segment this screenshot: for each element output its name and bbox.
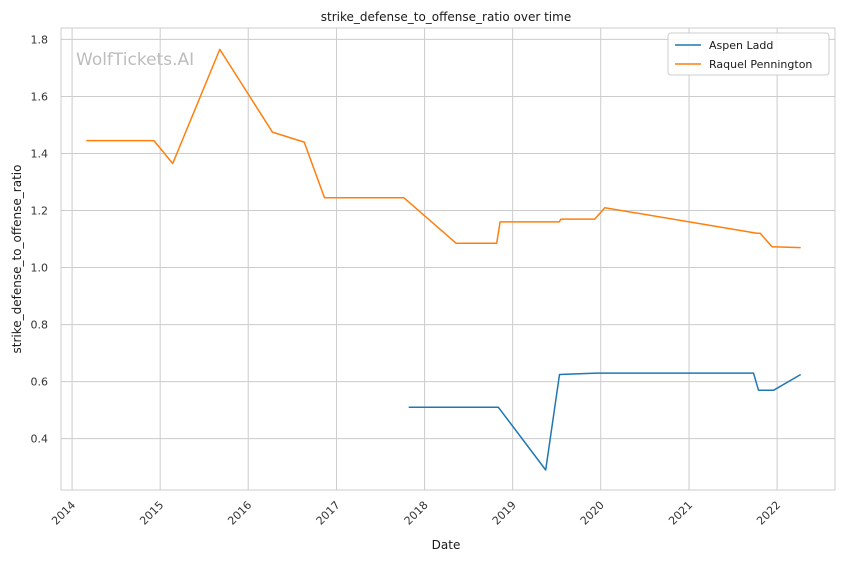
legend-label-aspen-ladd: Aspen Ladd (709, 39, 773, 52)
chart-title: strike_defense_to_offense_ratio over tim… (321, 10, 571, 24)
series-lines (86, 48, 802, 471)
y-tick-label: 0.8 (31, 319, 49, 332)
legend-label-raquel-pennington: Raquel Pennington (709, 58, 812, 71)
series-line-raquel-pennington (86, 48, 801, 249)
y-tick-label: 1.2 (31, 205, 49, 218)
watermark: WolfTickets.AI (76, 50, 194, 70)
legend: Aspen Ladd Raquel Pennington (667, 32, 830, 76)
series-line-aspen-ladd (408, 372, 802, 471)
y-tick-label: 0.6 (31, 376, 49, 389)
y-axis-label: strike_defense_to_offense_ratio (10, 165, 24, 354)
y-tick-label: 1.0 (31, 262, 49, 275)
y-tick-label: 1.4 (31, 147, 49, 160)
y-tick-label: 1.6 (31, 90, 49, 103)
plot-area-border (60, 27, 836, 491)
legend-box (667, 32, 830, 76)
grid-lines (61, 28, 835, 490)
y-tick-label: 1.8 (31, 33, 49, 46)
y-tick-label: 0.4 (31, 433, 49, 446)
x-axis-label: Date (432, 538, 461, 552)
